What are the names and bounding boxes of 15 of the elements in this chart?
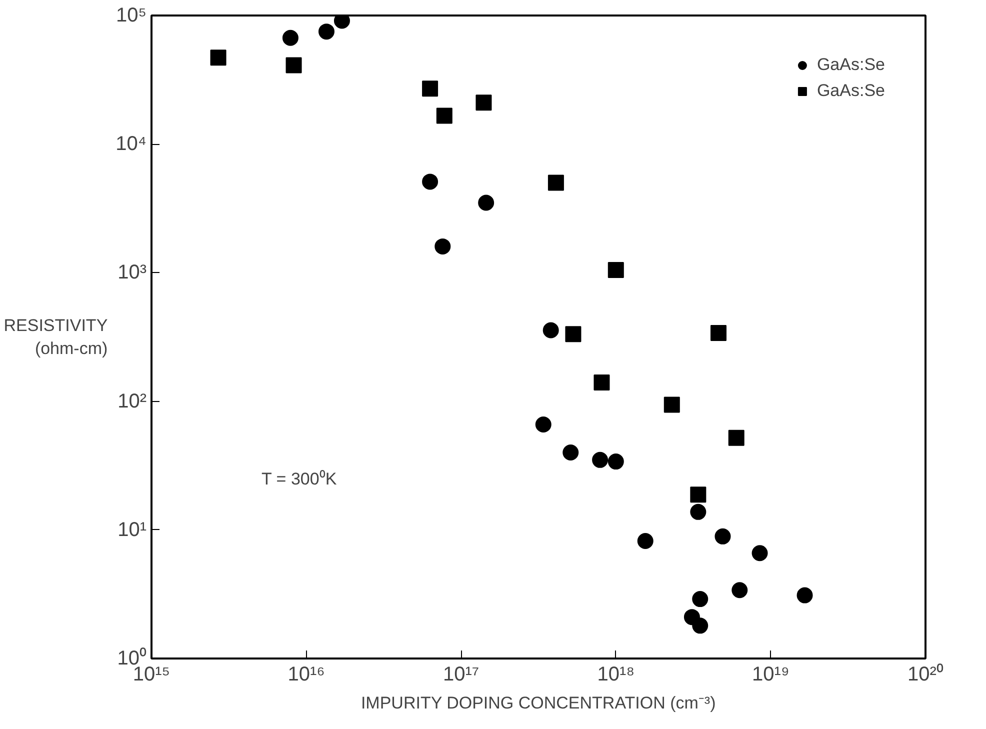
x-tick-label: 10²⁰ — [908, 662, 944, 686]
x-tick-label: 10¹⁶ — [288, 664, 325, 686]
x-tick-label: 10¹⁹ — [752, 664, 790, 686]
annotation: T = 300⁰K — [262, 470, 338, 488]
x-tick-label: 10¹⁷ — [443, 664, 480, 686]
y-tick-label: 10⁵ — [116, 4, 147, 26]
y-tick-label: 10¹ — [118, 518, 147, 541]
y-tick-label: 10³ — [118, 262, 147, 284]
y-axis-title: RESISTIVITY (ohm-cm) — [4, 316, 108, 358]
legend-label: GaAs:Se — [816, 81, 885, 101]
x-axis-title: IMPURITY DOPING CONCENTRATION (cm⁻³) — [360, 694, 716, 712]
x-tick-label: 10¹⁸ — [597, 664, 635, 686]
y-tick-label: 10² — [118, 390, 147, 412]
legend-label: GaAs:Se — [816, 55, 885, 75]
y-tick-label: 10⁴ — [116, 133, 147, 156]
